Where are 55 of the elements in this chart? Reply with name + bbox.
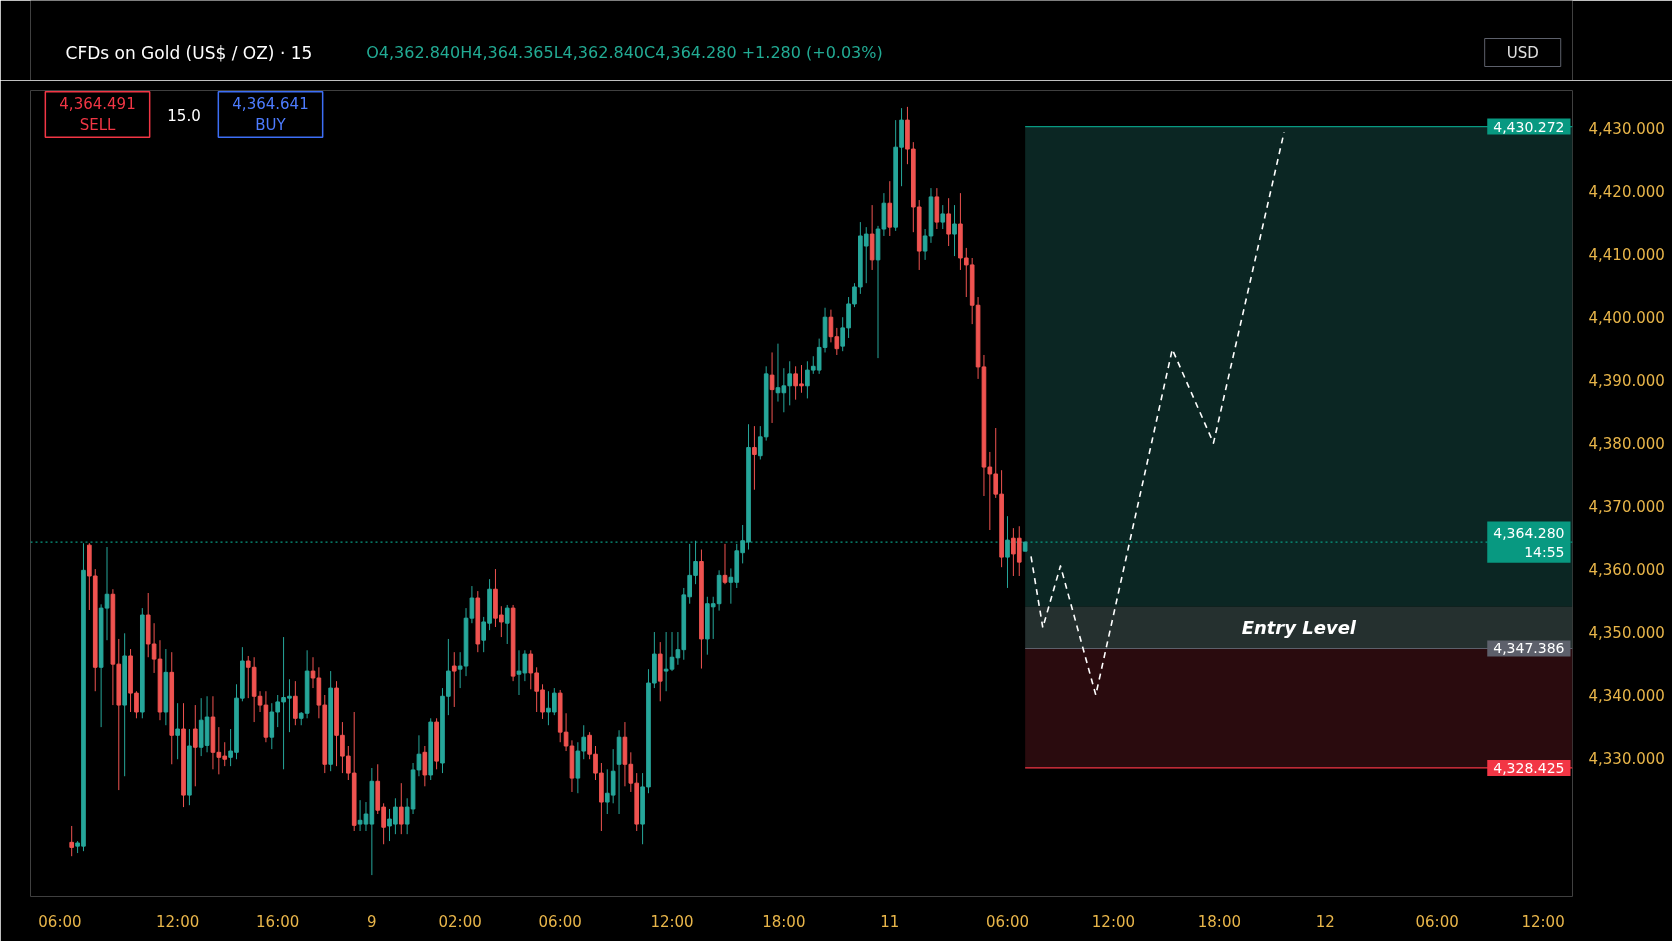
candlestick bbox=[752, 425, 757, 491]
x-tick-label: 12:00 bbox=[1521, 912, 1565, 931]
y-tick-label: 4,400.000 bbox=[1588, 309, 1665, 328]
x-tick-label: 12 bbox=[1315, 912, 1335, 931]
x-tick-label: 9 bbox=[367, 912, 377, 931]
candlestick bbox=[946, 197, 951, 247]
candlestick bbox=[451, 651, 457, 708]
x-tick-label: 06:00 bbox=[985, 912, 1030, 931]
candlestick bbox=[192, 704, 198, 787]
y-tick-label: 4,360.000 bbox=[1588, 561, 1665, 580]
candlestick bbox=[398, 782, 404, 835]
candlestick bbox=[769, 351, 775, 424]
x-tick-label: 02:00 bbox=[438, 912, 482, 931]
ref-line-label: 4,347.386 bbox=[1493, 640, 1565, 657]
annotation: 4,364.641 BUY bbox=[232, 94, 309, 135]
x-tick-label: 12:00 bbox=[650, 912, 694, 931]
y-tick-label: 4,340.000 bbox=[1588, 687, 1665, 705]
y-tick-label: 4,430.000 bbox=[1588, 120, 1665, 139]
x-tick-label: 12:00 bbox=[156, 912, 200, 931]
ref-line-label: 4,430.272 bbox=[1493, 118, 1565, 135]
x-tick-label: 16:00 bbox=[256, 912, 300, 931]
candlestick bbox=[834, 327, 840, 356]
y-axis-title: USD bbox=[1506, 43, 1539, 62]
candlestick bbox=[1005, 515, 1010, 589]
annotation: 15.0 bbox=[167, 106, 201, 125]
y-tick-label: 4,390.000 bbox=[1588, 372, 1665, 391]
x-tick-label: 18:00 bbox=[762, 912, 806, 931]
candlestick bbox=[887, 180, 893, 237]
y-tick-label: 4,410.000 bbox=[1588, 246, 1665, 265]
x-tick-label: 18:00 bbox=[1197, 912, 1241, 931]
x-tick-label: 12:00 bbox=[1091, 912, 1136, 931]
ref-line-label: 4,328.425 bbox=[1493, 759, 1565, 776]
candlestick bbox=[940, 204, 946, 230]
candlestick bbox=[69, 825, 75, 857]
ref-line-label: 4,364.280 14:55 bbox=[1493, 524, 1565, 560]
candlestick bbox=[828, 309, 834, 343]
band-label: Entry Level bbox=[1241, 617, 1357, 639]
x-tick-label: 11 bbox=[880, 912, 900, 931]
y-tick-label: 4,370.000 bbox=[1588, 498, 1665, 517]
x-tick-label: 06:00 bbox=[38, 912, 82, 931]
candlestick bbox=[175, 702, 180, 760]
candlestick bbox=[293, 680, 298, 726]
candlestick bbox=[757, 425, 763, 460]
x-tick-label: 06:00 bbox=[538, 912, 582, 931]
x-tick-label: 06:00 bbox=[1415, 912, 1459, 931]
candlestick bbox=[952, 204, 957, 257]
chart-subtitle: O4,362.840H4,364.365L4,362.840C4,364.280 +1.280 (+0.03%) bbox=[366, 43, 883, 62]
y-tick-label: 4,380.000 bbox=[1588, 435, 1665, 454]
y-tick-label: 4,350.000 bbox=[1588, 624, 1665, 643]
annotation: 4,364.491 SELL bbox=[59, 94, 136, 135]
candlestick bbox=[504, 604, 510, 645]
y-tick-label: 4,420.000 bbox=[1588, 183, 1665, 202]
candlestick bbox=[422, 745, 428, 787]
chart-title: CFDs on Gold (US$ / OZ) · 15 bbox=[65, 42, 313, 63]
y-tick-label: 4,330.000 bbox=[1588, 749, 1665, 768]
